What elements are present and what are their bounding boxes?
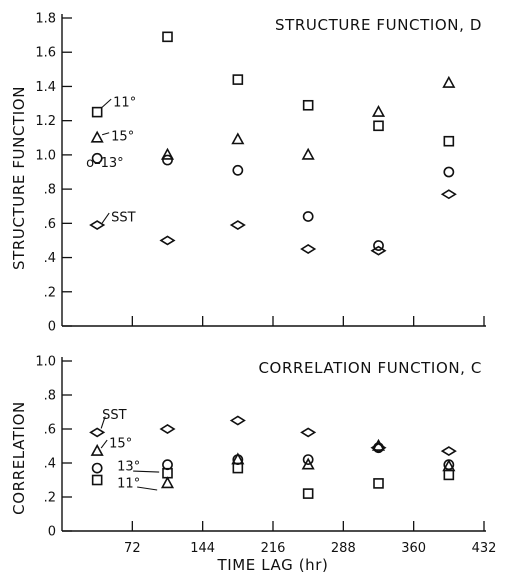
correlation-y-tick-label: 0 (48, 525, 56, 540)
correlation-point-15deg (90, 443, 104, 456)
structure-point-15deg (301, 147, 315, 160)
structure-y-tick-label: 0 (48, 320, 56, 335)
correlation-point-11deg (373, 478, 384, 489)
correlation-annotation-11deg: 11° (117, 477, 140, 492)
correlation-point-sst (300, 427, 317, 438)
correlation-point-15deg (371, 438, 386, 451)
structure-point-sst (370, 245, 387, 256)
structure-point-13deg (443, 166, 455, 178)
structure-annotation-13deg: o–13° (86, 156, 124, 171)
structure-annotation-15deg: 15° (111, 129, 134, 144)
structure-point-13deg (162, 154, 173, 166)
correlation-annotation-sst: SST (102, 408, 127, 423)
correlation-point-11deg (91, 474, 103, 486)
correlation-function-panel: CORRELATION FUNCTION, C CORRELATION 0 .2.… (10, 355, 496, 557)
correlation-x-tick-label: 216 (261, 541, 286, 556)
structure-point-sst (89, 220, 106, 230)
structure-annotation-leader (100, 98, 112, 109)
correlation-point-13deg (91, 462, 103, 474)
correlation-annotation-15deg: 15° (109, 437, 132, 452)
structure-point-11deg (162, 31, 173, 43)
correlation-point-sst (89, 427, 106, 438)
correlation-point-13deg (373, 442, 384, 454)
structure-y-tick-label: 1.0 (35, 148, 56, 163)
structure-annotation-leader (101, 212, 110, 224)
correlation-point-11deg (162, 467, 173, 479)
structure-point-sst (159, 235, 176, 246)
structure-annotation-11deg: 11° (113, 96, 136, 111)
structure-y-tick-label: 1.4 (35, 80, 56, 95)
correlation-y-tick-label: .6 (44, 423, 56, 438)
x-axis-title: TIME LAG (hr) (216, 556, 328, 574)
correlation-x-tick-label: 144 (190, 541, 215, 556)
structure-point-15deg (160, 147, 175, 160)
structure-annotation-leader (102, 132, 110, 136)
correlation-x-tick-label: 72 (124, 541, 141, 556)
correlation-annotation-leader (100, 439, 108, 449)
correlation-point-15deg (160, 476, 175, 489)
structure-point-11deg (373, 120, 384, 132)
structure-chart-title: STRUCTURE FUNCTION, D (275, 16, 482, 34)
correlation-annotation-13deg: 13° (117, 460, 140, 475)
correlation-y-axis-title: CORRELATION (10, 401, 28, 515)
structure-point-13deg (373, 240, 384, 251)
correlation-x-tick-label: 360 (401, 541, 426, 556)
structure-y-tick-label: 1.2 (35, 114, 56, 129)
correlation-annotation-leader (137, 486, 158, 491)
structure-annotation-sst: SST (111, 211, 136, 226)
correlation-annotation-leader (100, 416, 106, 429)
structure-y-tick-label: 1.8 (35, 12, 56, 27)
correlation-point-11deg (443, 469, 455, 481)
correlation-point-13deg (302, 454, 314, 465)
structure-point-11deg (443, 135, 455, 147)
correlation-point-13deg (443, 459, 455, 471)
correlation-point-11deg (232, 462, 244, 474)
structure-point-15deg (442, 75, 456, 88)
structure-point-13deg (302, 211, 314, 222)
structure-point-15deg (90, 130, 104, 143)
structure-point-11deg (91, 106, 103, 118)
correlation-point-11deg (302, 488, 314, 499)
correlation-point-sst (229, 415, 246, 426)
structure-y-tick-label: .2 (44, 285, 56, 300)
structure-point-11deg (302, 99, 314, 111)
structure-y-tick-label: .4 (44, 251, 56, 266)
correlation-chart-title: CORRELATION FUNCTION, C (258, 359, 482, 377)
correlation-point-sst (440, 446, 457, 457)
structure-point-13deg (232, 164, 244, 176)
correlation-annotation-leader (133, 470, 160, 473)
structure-point-sst (300, 244, 317, 254)
structure-point-15deg (231, 132, 245, 145)
structure-function-panel: STRUCTURE FUNCTION, D STRUCTURE FUNCTION… (10, 12, 486, 335)
structure-y-tick-label: .6 (44, 217, 56, 232)
structure-point-sst (229, 220, 246, 230)
correlation-x-tick-label: 288 (331, 541, 356, 556)
correlation-y-tick-label: .4 (44, 457, 56, 472)
structure-point-11deg (232, 74, 244, 85)
structure-y-axis-title: STRUCTURE FUNCTION (10, 86, 28, 270)
correlation-y-tick-label: .2 (44, 491, 56, 506)
structure-y-tick-label: .8 (44, 183, 56, 198)
structure-y-tick-label: 1.6 (35, 46, 56, 61)
correlation-y-tick-label: .8 (44, 389, 56, 404)
structure-point-15deg (371, 104, 386, 117)
structure-point-13deg (91, 152, 103, 164)
structure-point-sst (440, 189, 457, 200)
correlation-x-tick-label: 432 (472, 541, 497, 556)
correlation-y-tick-label: 1.0 (35, 355, 56, 370)
correlation-point-sst (159, 424, 176, 434)
